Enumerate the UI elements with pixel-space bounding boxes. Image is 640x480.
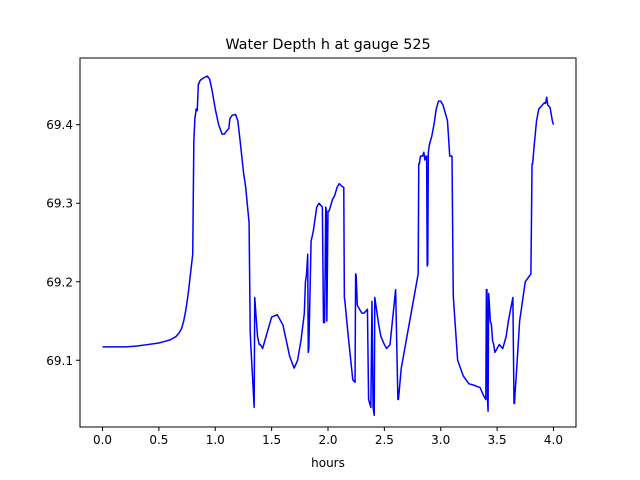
x-tick-label: 2.5 — [375, 433, 394, 447]
x-tick-label: 1.5 — [262, 433, 281, 447]
y-tick-label: 69.2 — [46, 275, 73, 289]
x-tick-label: 3.5 — [488, 433, 507, 447]
chart-title: Water Depth h at gauge 525 — [225, 37, 430, 53]
plot-area — [102, 75, 555, 416]
x-tick-label: 1.0 — [206, 433, 225, 447]
x-tick-label: 4.0 — [544, 433, 563, 447]
data-line-series-1 — [102, 75, 555, 416]
axes: 0.0 0.5 1.0 1.5 2.0 2.5 3.0 3.5 4.0 69.1 69.2 69.3 6… — [46, 57, 577, 447]
x-axis-label: hours — [311, 456, 345, 470]
y-tick-label: 69.3 — [46, 197, 73, 211]
x-tick-label: 2.0 — [318, 433, 337, 447]
y-tick-label: 69.1 — [46, 354, 73, 368]
x-tick-label: 0.0 — [93, 433, 112, 447]
x-tick-label: 3.0 — [431, 433, 450, 447]
y-tick-label: 69.4 — [46, 118, 73, 132]
x-tick-label: 0.5 — [149, 433, 168, 447]
